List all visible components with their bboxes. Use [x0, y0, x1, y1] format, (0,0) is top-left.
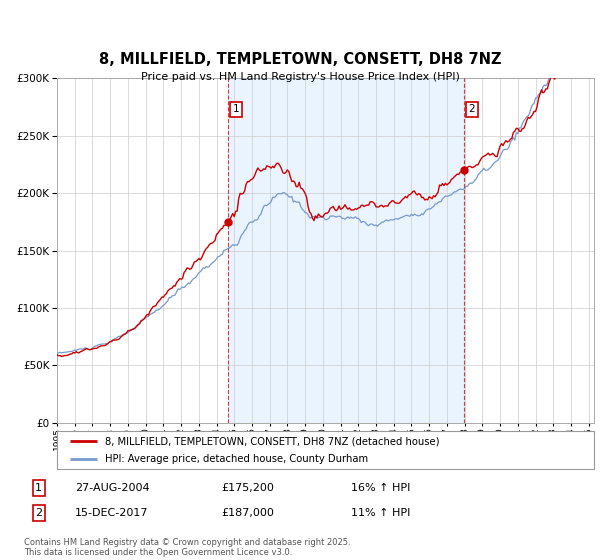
Text: £175,200: £175,200 [221, 483, 274, 493]
Text: 1: 1 [35, 483, 42, 493]
Text: HPI: Average price, detached house, County Durham: HPI: Average price, detached house, Coun… [106, 454, 368, 464]
Text: 27-AUG-2004: 27-AUG-2004 [75, 483, 149, 493]
FancyBboxPatch shape [57, 431, 594, 469]
Bar [228, 78, 464, 423]
Text: 2: 2 [469, 104, 475, 114]
Text: 15-DEC-2017: 15-DEC-2017 [75, 508, 148, 518]
Text: £187,000: £187,000 [221, 508, 274, 518]
Text: 8, MILLFIELD, TEMPLETOWN, CONSETT, DH8 7NZ: 8, MILLFIELD, TEMPLETOWN, CONSETT, DH8 7… [99, 53, 501, 67]
Text: Contains HM Land Registry data © Crown copyright and database right 2025.
This d: Contains HM Land Registry data © Crown c… [24, 538, 350, 557]
Text: 8, MILLFIELD, TEMPLETOWN, CONSETT, DH8 7NZ (detached house): 8, MILLFIELD, TEMPLETOWN, CONSETT, DH8 7… [106, 436, 440, 446]
Text: 11% ↑ HPI: 11% ↑ HPI [351, 508, 410, 518]
Text: 16% ↑ HPI: 16% ↑ HPI [351, 483, 410, 493]
Text: 1: 1 [232, 104, 239, 114]
Text: Price paid vs. HM Land Registry's House Price Index (HPI): Price paid vs. HM Land Registry's House … [140, 72, 460, 82]
Text: 2: 2 [35, 508, 43, 518]
